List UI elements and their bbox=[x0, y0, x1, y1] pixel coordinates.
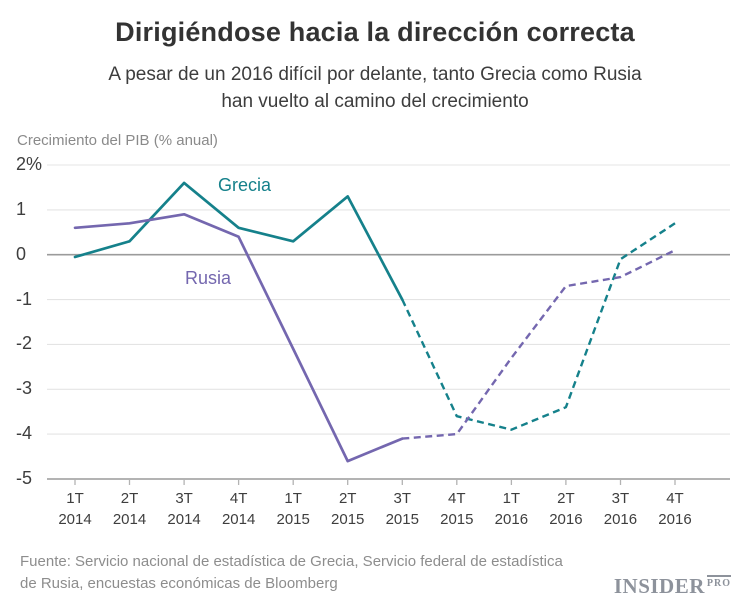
y-tick-label: 0 bbox=[16, 243, 27, 264]
x-tick-quarter: 4T bbox=[229, 490, 248, 507]
x-tick-label: 4T 2015 bbox=[425, 488, 489, 530]
y-tick-label: -5 bbox=[16, 467, 33, 488]
x-tick-year: 2014 bbox=[167, 511, 201, 528]
source-note: Fuente: Servicio nacional de estadística… bbox=[20, 551, 563, 595]
series-label-rusia: Rusia bbox=[185, 268, 232, 288]
x-tick-label: 4T 2014 bbox=[207, 488, 271, 530]
x-tick-year: 2015 bbox=[385, 511, 419, 528]
x-tick-label: 3T 2015 bbox=[370, 488, 434, 530]
x-tick-quarter: 1T bbox=[284, 490, 302, 507]
x-tick-label: 2T 2015 bbox=[316, 488, 380, 530]
x-tick-label: 1T 2015 bbox=[261, 488, 325, 530]
subtitle-line-2: han vuelto al camino del crecimiento bbox=[221, 91, 529, 112]
x-tick-year: 2015 bbox=[331, 511, 365, 528]
x-tick-quarter: 3T bbox=[393, 490, 412, 507]
x-tick-quarter: 1T bbox=[502, 490, 521, 507]
y-tick-label: -3 bbox=[16, 378, 33, 399]
grecia-line-dashed bbox=[401, 222, 676, 431]
x-tick-label: 2T 2014 bbox=[98, 488, 162, 530]
series-label-grecia: Grecia bbox=[218, 175, 272, 195]
y-axis-unit-label: Crecimiento del PIB (% anual) bbox=[17, 132, 218, 149]
source-line-1: Fuente: Servicio nacional de estadística… bbox=[20, 553, 563, 570]
x-tick-year: 2016 bbox=[549, 511, 583, 528]
x-tick-year: 2014 bbox=[221, 511, 256, 528]
rusia-line-solid bbox=[73, 212, 404, 463]
x-tick-label: 3T 2016 bbox=[588, 488, 652, 530]
page-title: Dirigiéndose hacia la dirección correcta bbox=[115, 17, 635, 47]
x-tick-quarter: 3T bbox=[175, 490, 193, 507]
y-tick-label: 1 bbox=[16, 198, 27, 219]
logo-pro-text: PRO bbox=[706, 575, 731, 589]
grecia-line-solid bbox=[73, 181, 404, 301]
x-tick-quarter: 3T bbox=[611, 490, 630, 507]
x-tick-quarter: 2T bbox=[557, 490, 575, 507]
x-tick-label: 3T 2014 bbox=[152, 488, 216, 530]
gdp-line-chart bbox=[47, 164, 730, 485]
x-tick-year: 2014 bbox=[58, 511, 92, 528]
x-tick-year: 2015 bbox=[276, 511, 310, 528]
y-tick-label: 2% bbox=[16, 154, 43, 174]
x-tick-quarter: 4T bbox=[666, 490, 684, 507]
insider-pro-logo: INSIDER PRO bbox=[614, 574, 731, 599]
x-tick-quarter: 4T bbox=[448, 490, 466, 507]
x-tick-label: 1T 2016 bbox=[479, 488, 543, 530]
logo-main-text: INSIDER bbox=[613, 574, 705, 598]
x-tick-quarter: 1T bbox=[66, 490, 84, 507]
x-tick-year: 2016 bbox=[658, 511, 692, 528]
x-tick-label: 4T 2016 bbox=[643, 488, 707, 530]
source-line-2: de Rusia, encuestas económicas de Bloomb… bbox=[20, 575, 338, 592]
x-tick-year: 2016 bbox=[494, 511, 529, 528]
x-tick-year: 2015 bbox=[440, 511, 474, 528]
y-tick-label: -2 bbox=[16, 333, 33, 354]
y-tick-label: -4 bbox=[16, 423, 33, 444]
x-tick-year: 2016 bbox=[603, 511, 638, 528]
x-tick-label: 1T 2014 bbox=[43, 488, 107, 530]
subtitle-line-1: A pesar de un 2016 difícil por delante, … bbox=[108, 64, 642, 85]
x-tick-label: 2T 2016 bbox=[534, 488, 598, 530]
page-subtitle: A pesar de un 2016 difícil por delante, … bbox=[0, 61, 750, 115]
x-tick-year: 2014 bbox=[112, 511, 147, 528]
rusia-line-dashed bbox=[402, 249, 676, 440]
y-tick-label: -1 bbox=[16, 288, 33, 309]
x-tick-quarter: 2T bbox=[338, 490, 357, 507]
x-tick-quarter: 2T bbox=[120, 490, 139, 507]
